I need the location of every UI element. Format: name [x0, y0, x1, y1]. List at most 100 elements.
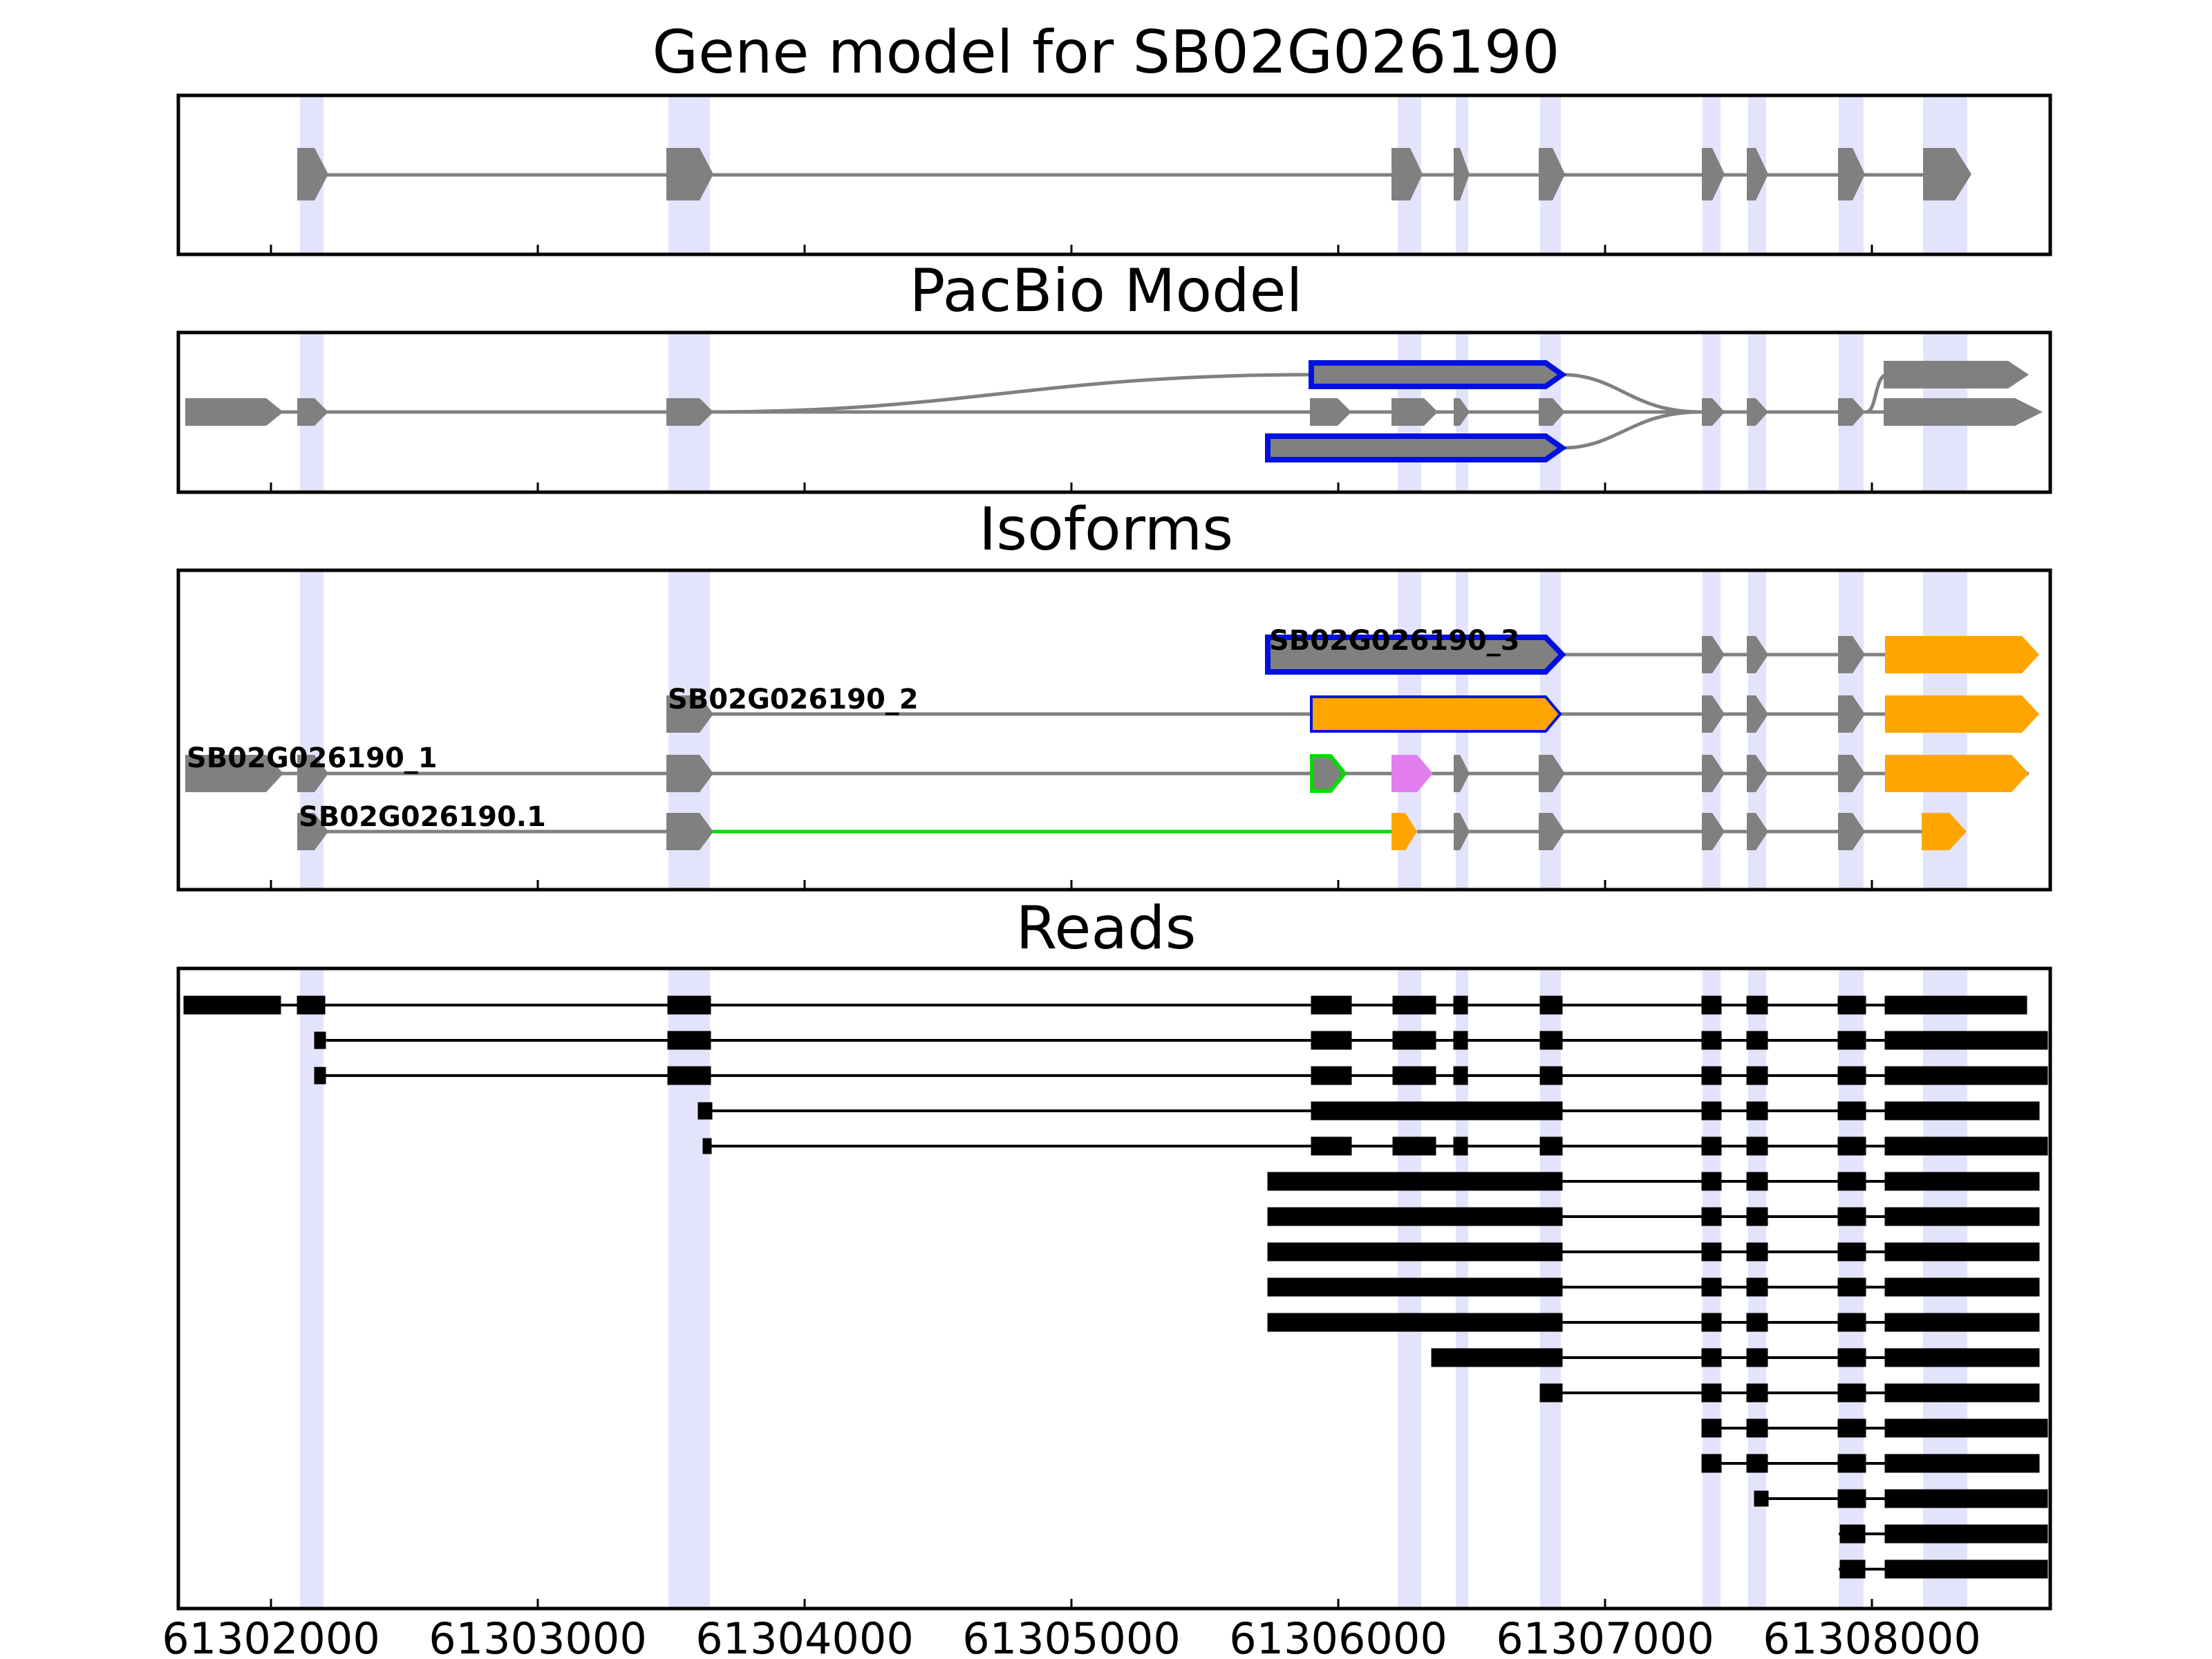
exon-arrow [1838, 148, 1865, 200]
exon-arrow [666, 695, 713, 733]
exon-arrow [1702, 398, 1725, 426]
exon-arrow [1747, 695, 1768, 733]
x-ticks [270, 482, 1873, 492]
blue-outlined-exon [1265, 433, 1567, 462]
x-tick-label: 61303000 [429, 1613, 647, 1659]
exon-arrow [1539, 398, 1565, 426]
read-row [183, 995, 2027, 1015]
read-row [1839, 1524, 2048, 1544]
x-tick-label: 61308000 [1763, 1613, 1981, 1659]
connector-lines [276, 373, 2032, 450]
read-row [1701, 1418, 2048, 1438]
x-ticks [270, 1599, 1873, 1609]
exon-arrow [1923, 148, 1971, 200]
orange-exon [1391, 813, 1417, 850]
isoform-label: SB02G026190_3 [1269, 625, 1520, 657]
exon-arrow [1310, 398, 1351, 426]
isoform-row-3: SB02G026190_1 [185, 742, 2029, 793]
exons [185, 361, 2043, 426]
x-tick-label: 61302000 [162, 1613, 380, 1659]
read-row [314, 1066, 2048, 1085]
exon-arrow [1454, 755, 1470, 792]
exon-arrow [297, 755, 328, 792]
isoform-row-4: SB02G026190.1 [297, 801, 1967, 850]
isoform-row-1: SB02G026190_3 [1265, 625, 2039, 675]
exon-arrow [1702, 755, 1725, 792]
exon-arrow [1747, 813, 1768, 850]
exon-arrow [1838, 813, 1865, 850]
exon-arrow [1539, 813, 1565, 850]
read-row [702, 1136, 2048, 1156]
panel-frame [176, 330, 2052, 494]
exon-arrow [1838, 398, 1865, 426]
panel-title-pacbio-model: PacBio Model [909, 256, 1302, 326]
panel-title-reads: Reads [1016, 894, 1197, 963]
exon-arrow [1884, 361, 2029, 388]
exon-arrow [185, 398, 283, 426]
reads [183, 995, 2048, 1579]
exon-arrow [1702, 695, 1725, 733]
exon-arrow [297, 813, 328, 850]
read-row [697, 1101, 2040, 1121]
exon-arrow [1702, 148, 1725, 200]
exon-arrow [1702, 813, 1725, 850]
exon-arrow [666, 398, 713, 426]
exon-arrow [1539, 755, 1565, 792]
read-row [1267, 1313, 2040, 1332]
exon-arrow [1747, 755, 1768, 792]
orange-exon [1885, 636, 2039, 673]
exon-arrow [1747, 398, 1768, 426]
exon-arrow [666, 148, 713, 200]
panel-frame [176, 93, 2052, 256]
green-outlined-exon [1310, 754, 1347, 793]
exon-arrow [1454, 813, 1470, 850]
exon-arrow [297, 398, 328, 426]
x-tick-label: 61307000 [1496, 1613, 1714, 1659]
orange-exon [1885, 755, 2029, 792]
exon-arrow [1747, 148, 1768, 200]
isoform-label: SB02G026190.1 [299, 801, 546, 833]
gene-model-panel [176, 93, 2052, 256]
read-row [314, 1031, 2048, 1050]
read-row [1701, 1454, 2040, 1473]
orange-exon [1922, 813, 1967, 850]
read-row [1839, 1559, 2048, 1579]
exon-arrow [297, 148, 328, 200]
reads-panel [176, 966, 2052, 1611]
exon-arrow [1747, 636, 1768, 673]
highlight-band [668, 968, 710, 1609]
x-ticks [270, 245, 1873, 254]
exon-arrow [1884, 398, 2043, 426]
isoform-label: SB02G026190_2 [668, 684, 919, 715]
highlight-band [300, 968, 324, 1609]
panel-frame [176, 568, 2052, 892]
exons [297, 148, 1971, 200]
exon-arrow [1838, 695, 1865, 733]
read-row [1267, 1277, 2040, 1297]
panel-title-isoforms: Isoforms [979, 495, 1233, 564]
exon-arrow [666, 755, 713, 792]
x-axis-labels: 61302000 61303000 61304000 61305000 6130… [162, 1613, 1981, 1659]
read-row [1267, 1242, 2040, 1262]
blue-outlined-exon [1309, 360, 1567, 389]
read-row [1754, 1489, 2048, 1508]
read-row [1267, 1172, 2040, 1191]
violet-exon [1391, 755, 1433, 792]
read-row [1431, 1348, 2040, 1367]
exon-arrow [1702, 636, 1725, 673]
pacbio-model-panel [176, 330, 2052, 494]
exon-arrow [185, 755, 283, 792]
x-ticks [270, 880, 1873, 890]
exon-arrow [1838, 755, 1865, 792]
x-tick-label: 61306000 [1229, 1613, 1447, 1659]
exon-arrow [1391, 148, 1423, 200]
x-tick-label: 61305000 [962, 1613, 1181, 1659]
exon-arrow [1454, 398, 1470, 426]
exon-arrow [1838, 636, 1865, 673]
isoforms-panel: SB02G026190_3 SB02G026190_2 [176, 568, 2052, 892]
orange-blue-exon [1310, 695, 1562, 733]
orange-exon [1885, 695, 2039, 733]
exon-arrow [666, 813, 713, 850]
isoform-label: SB02G026190_1 [187, 742, 438, 774]
